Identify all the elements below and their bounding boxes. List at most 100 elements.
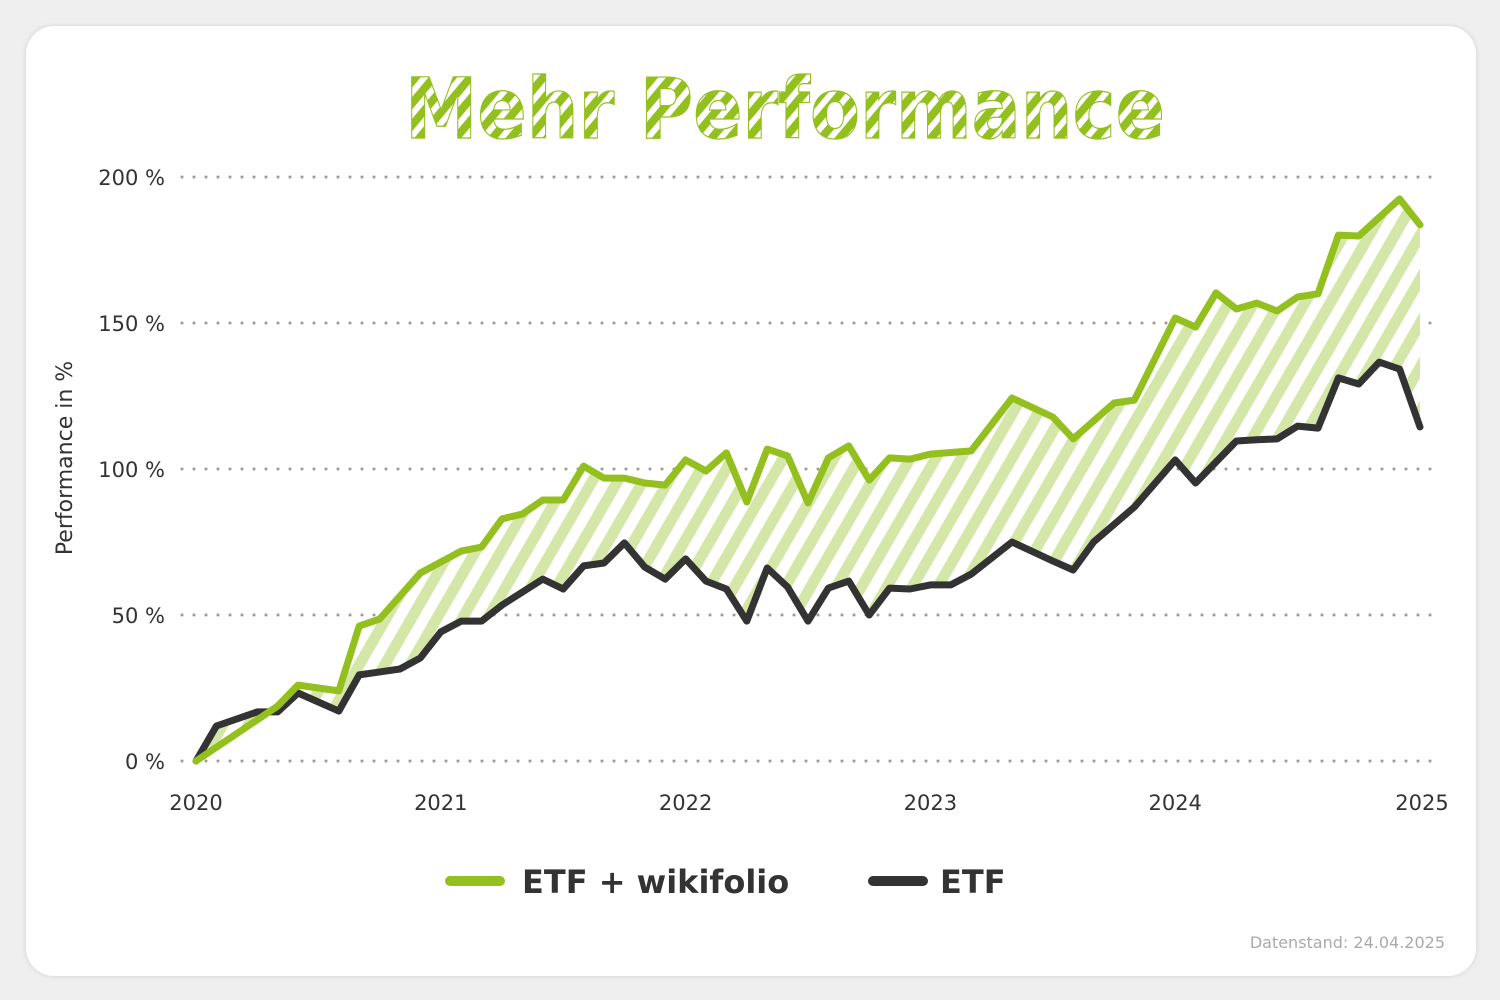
data-point xyxy=(806,619,810,624)
chart-title: Mehr Performance xyxy=(405,60,1165,158)
data-point xyxy=(969,448,974,453)
data-point xyxy=(1356,382,1361,387)
y-tick-label: 0 % xyxy=(125,750,165,774)
data-point xyxy=(704,579,708,584)
data-point xyxy=(663,483,668,488)
data-point xyxy=(908,587,912,592)
data-point xyxy=(1418,222,1422,227)
data-point xyxy=(1071,436,1076,441)
series-line-etf-wikifolio xyxy=(192,195,1424,765)
data-point xyxy=(765,447,770,452)
data-point xyxy=(724,450,729,455)
data-point xyxy=(1418,424,1422,429)
data-point xyxy=(1050,415,1055,420)
data-point xyxy=(500,603,504,608)
data-point xyxy=(622,540,627,545)
data-point xyxy=(1316,291,1320,296)
y-tick-label: 200 % xyxy=(98,166,165,190)
data-point xyxy=(663,577,668,582)
data-point xyxy=(275,704,280,709)
data-point xyxy=(785,453,790,458)
data-point xyxy=(683,457,688,462)
x-tick-label: 2024 xyxy=(1148,791,1201,815)
data-point xyxy=(581,563,586,568)
data-point xyxy=(1132,504,1137,509)
data-point xyxy=(1010,540,1014,544)
data-point xyxy=(867,478,872,483)
y-tick-label: 100 % xyxy=(98,458,165,482)
y-tick-label: 150 % xyxy=(98,312,165,336)
data-point xyxy=(724,587,729,592)
legend-label-etf-wikifolio: ETF + wikifolio xyxy=(522,863,789,901)
data-point xyxy=(765,565,770,570)
data-point xyxy=(1193,481,1198,486)
outperformance-area xyxy=(196,198,1420,761)
data-point xyxy=(826,455,831,460)
data-point xyxy=(1397,196,1402,201)
data-date-footnote: Datenstand: 24.04.2025 xyxy=(1249,933,1445,952)
data-point xyxy=(1050,558,1055,563)
data-point xyxy=(540,577,545,582)
data-point xyxy=(336,709,341,714)
data-point xyxy=(744,619,749,624)
data-point xyxy=(887,455,892,460)
data-point xyxy=(194,759,198,763)
data-point xyxy=(826,586,831,591)
data-point xyxy=(1275,436,1280,441)
data-point xyxy=(887,586,892,591)
data-point xyxy=(785,584,790,589)
data-point xyxy=(1173,457,1178,462)
data-point xyxy=(561,497,566,502)
data-point xyxy=(1316,426,1320,431)
data-point xyxy=(1010,396,1014,401)
data-point xyxy=(806,500,810,505)
data-point xyxy=(1254,437,1259,442)
data-point xyxy=(744,499,749,504)
data-point xyxy=(928,452,933,457)
x-tick-label: 2020 xyxy=(169,791,222,815)
x-tick-label: 2023 xyxy=(904,791,957,815)
data-point xyxy=(1295,295,1300,300)
y-tick-label: 50 % xyxy=(112,604,165,628)
data-point xyxy=(867,613,872,617)
data-point xyxy=(846,443,851,448)
data-point xyxy=(1214,290,1218,295)
data-point xyxy=(1397,367,1402,372)
data-point xyxy=(357,672,362,677)
data-point xyxy=(1173,316,1178,321)
legend-label-etf: ETF xyxy=(940,863,1006,901)
data-point xyxy=(398,667,402,672)
data-point xyxy=(459,619,464,624)
data-point xyxy=(520,511,525,516)
data-point xyxy=(296,683,300,688)
data-point xyxy=(1336,375,1341,380)
data-point xyxy=(336,688,341,693)
data-point xyxy=(1091,540,1096,544)
data-point xyxy=(1295,424,1300,429)
data-point xyxy=(683,556,688,561)
data-point xyxy=(479,544,484,549)
data-point xyxy=(1132,398,1137,403)
data-point xyxy=(1234,438,1239,443)
data-point xyxy=(622,476,627,481)
data-point xyxy=(1275,309,1280,314)
data-point xyxy=(602,561,606,566)
data-point xyxy=(581,464,586,469)
data-point xyxy=(561,587,566,592)
data-point xyxy=(642,481,647,486)
data-point xyxy=(1336,233,1341,238)
data-point xyxy=(969,572,974,577)
data-point xyxy=(948,582,953,587)
data-point xyxy=(459,549,464,554)
data-point xyxy=(214,723,219,728)
series-line-etf xyxy=(192,358,1424,765)
data-point xyxy=(540,497,545,502)
data-point xyxy=(704,469,708,474)
x-tick-label: 2022 xyxy=(659,791,712,815)
data-point xyxy=(1193,325,1198,330)
data-point xyxy=(377,617,382,622)
data-point xyxy=(438,629,443,634)
data-point xyxy=(479,619,484,624)
data-point xyxy=(928,582,933,587)
